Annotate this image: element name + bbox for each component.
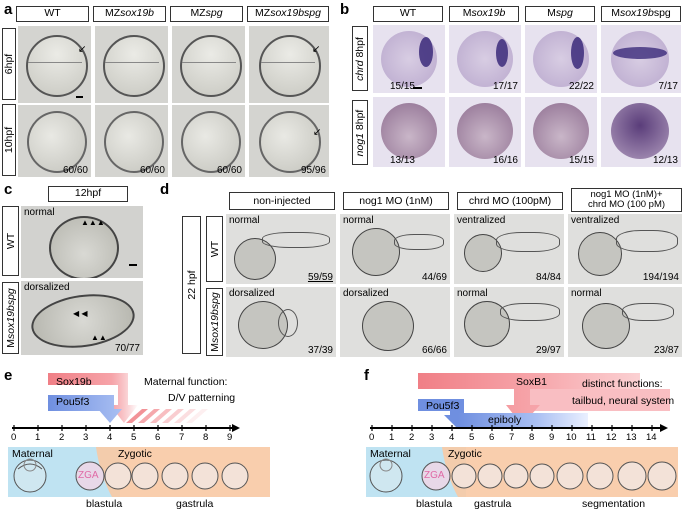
d-stage-header: 22 hpf bbox=[182, 216, 201, 354]
b-col-header-1: WT bbox=[373, 6, 443, 22]
d-photo-wt-noninjected: normal 59/59 bbox=[226, 214, 336, 284]
f-soxb1-label: SoxB1 bbox=[516, 376, 547, 388]
d-col-header-4: nog1 MO (1nM)+ chrd MO (100 pM) bbox=[571, 188, 682, 212]
b-photo-nog1-mspg: 15/15 bbox=[525, 97, 597, 167]
d-col-header-2: nog1 MO (1nM) bbox=[343, 192, 449, 210]
d-photo-wt-both: ventralized 194/194 bbox=[568, 214, 682, 284]
b-photo-nog1-msox19b: 16/16 bbox=[449, 97, 521, 167]
f-gastrula-label: gastrula bbox=[474, 498, 512, 510]
b-col-header-4: Msox19bspg bbox=[601, 6, 681, 22]
a-row-header-2: 10hpf bbox=[2, 104, 16, 176]
e-gastrula-label: gastrula bbox=[176, 498, 214, 510]
f-blastula-label: blastula bbox=[416, 498, 453, 510]
a-row-header-1: 6hpf bbox=[2, 28, 16, 100]
d-col-header-1: non-injected bbox=[229, 192, 335, 210]
c-row-header-2: Msox19bspg bbox=[2, 282, 19, 354]
f-segmentation-label: segmentation bbox=[582, 498, 646, 510]
c-title: 12hpf bbox=[48, 186, 128, 202]
b-col-header-2: Msox19b bbox=[449, 6, 519, 22]
f-zga-label: ZGA bbox=[424, 470, 445, 481]
b-photo-chrd-msox19bspg: 7/17 bbox=[601, 25, 681, 93]
f-function-line2: tailbud, neural system bbox=[572, 395, 675, 407]
a-col-header-2: MZsox19b bbox=[93, 6, 166, 22]
b-row-header-1: chrd 8hpf bbox=[352, 26, 368, 91]
e-maternal-label: Maternal bbox=[12, 448, 53, 460]
b-photo-chrd-msox19b: 17/17 bbox=[449, 25, 521, 93]
d-photo-mut-noninjected: dorsalized 37/39 bbox=[226, 287, 336, 357]
panel-label-f: f bbox=[364, 367, 369, 384]
a-photo-mzspg-10hpf: 60/60 bbox=[172, 105, 245, 177]
e-sox19b-label: Sox19b bbox=[56, 376, 92, 388]
a-col-header-4: MZsox19bspg bbox=[247, 6, 329, 22]
e-function-line1: Maternal function: bbox=[144, 376, 228, 388]
a-col-header-3: MZspg bbox=[170, 6, 243, 22]
e-function-line2: D/V patterning bbox=[168, 392, 236, 404]
c-photo-wt: normal ▲▲▲ bbox=[21, 206, 143, 278]
c-row-header-1: WT bbox=[2, 206, 19, 276]
a-photo-mzsox19bspg-6hpf: ↙ bbox=[249, 26, 329, 103]
e-timeline-diagram bbox=[8, 373, 270, 497]
f-function-line1: distinct functions: bbox=[582, 378, 663, 390]
e-zygotic-label: Zygotic bbox=[118, 448, 152, 460]
b-photo-nog1-wt: 13/13 bbox=[373, 97, 445, 167]
f-zygotic-label: Zygotic bbox=[448, 448, 482, 460]
d-photo-wt-nog1: normal 44/69 bbox=[340, 214, 450, 284]
a-photo-wt-10hpf: 60/60 bbox=[18, 105, 91, 177]
a-photo-wt-6hpf: ↙ bbox=[18, 26, 91, 103]
f-epiboly-band bbox=[458, 413, 588, 427]
a-photo-mzsox19b-10hpf: 60/60 bbox=[95, 105, 168, 177]
d-col-header-3: chrd MO (100pM) bbox=[457, 192, 563, 210]
d-photo-mut-nog1: dorsalized 66/66 bbox=[340, 287, 450, 357]
a-photo-mzspg-6hpf bbox=[172, 26, 245, 103]
d-photo-mut-chrd: normal 29/97 bbox=[454, 287, 564, 357]
d-row-header-2: Msox19bspg bbox=[206, 288, 223, 356]
e-pou5f3-label: Pou5f3 bbox=[56, 396, 90, 408]
b-photo-nog1-msox19bspg: 12/13 bbox=[601, 97, 681, 167]
b-photo-chrd-wt: 15/15 bbox=[373, 25, 445, 93]
d-row-header-1: WT bbox=[206, 216, 223, 282]
b-col-header-3: Mspg bbox=[525, 6, 595, 22]
e-pou5f3-arrow bbox=[48, 395, 122, 423]
f-epiboly-label: epiboly bbox=[488, 414, 522, 426]
panel-label-e: e bbox=[4, 367, 13, 384]
panel-label-d: d bbox=[160, 181, 170, 198]
c-photo-msox19bspg: dorsalized ◀ ◀ ▲▲ 70/77 bbox=[21, 281, 143, 355]
f-maternal-label: Maternal bbox=[370, 448, 411, 460]
d-photo-mut-both: normal 23/87 bbox=[568, 287, 682, 357]
a-col-header-1: WT bbox=[16, 6, 89, 22]
f-soxb1-arrow bbox=[418, 373, 640, 425]
d-photo-wt-chrd: ventralized 84/84 bbox=[454, 214, 564, 284]
panel-label-a: a bbox=[4, 1, 13, 18]
f-timeline-diagram bbox=[366, 373, 678, 497]
e-blastula-label: blastula bbox=[86, 498, 123, 510]
a-photo-mzsox19bspg-10hpf: ↙ 95/96 bbox=[249, 105, 329, 177]
panel-label-b: b bbox=[340, 1, 350, 18]
f-pou5f3-label: Pou5f3 bbox=[426, 400, 460, 412]
b-photo-chrd-mspg: 22/22 bbox=[525, 25, 597, 93]
a-photo-mzsox19b-6hpf bbox=[95, 26, 168, 103]
e-zga-label: ZGA bbox=[78, 470, 99, 481]
panel-label-c: c bbox=[4, 181, 13, 198]
b-row-header-2: nog1 8hpf bbox=[352, 100, 368, 165]
